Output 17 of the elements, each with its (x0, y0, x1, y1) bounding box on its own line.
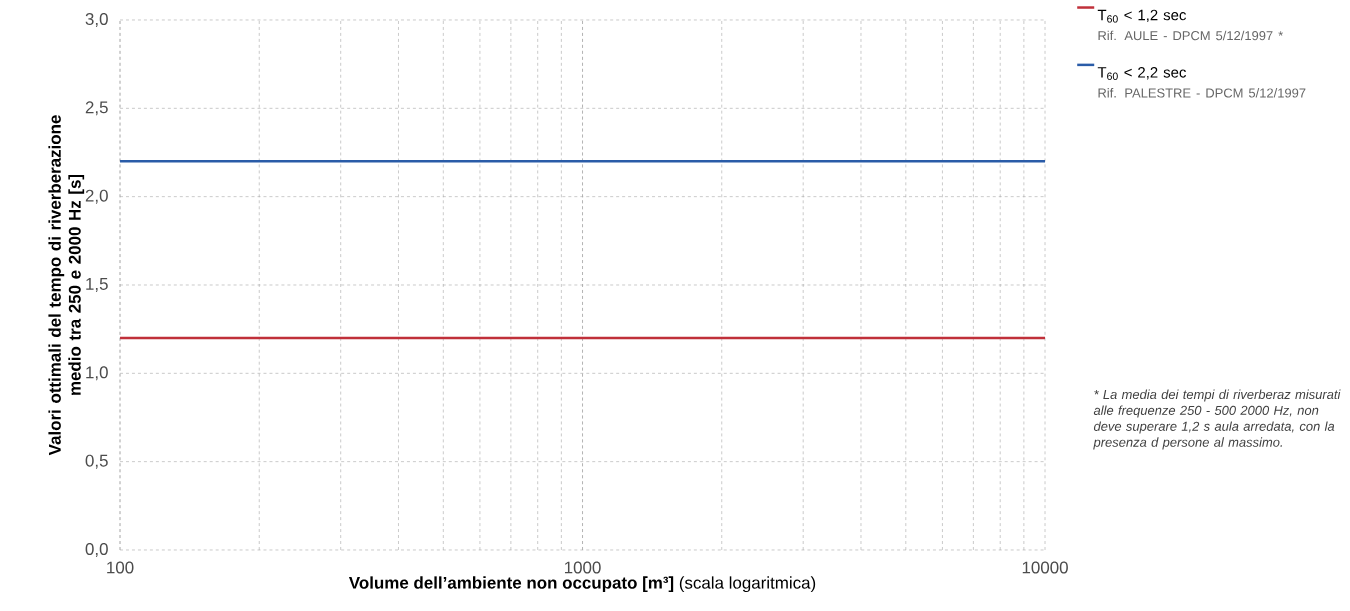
text: Rif. AULE - DPCM 5/12/1997 * (1098, 30, 1283, 41)
y-tick-label: 0,5 (85, 454, 108, 469)
text: Rif. PALESTRE - DPCM 5/12/1997 (1098, 88, 1306, 98)
y-tick-label: 2,5 (85, 101, 108, 116)
legend-label: T$_{60}$ < 1,2 sec (1097, 9, 1187, 23)
y-tick-label: 1,5 (86, 278, 108, 292)
x-tick-label: 1000 (564, 561, 601, 574)
x-axis-title: Volume dell’ambiente non occupato [m³] (scala logaritmica) (348, 576, 816, 593)
legend-label: T$_{60}$ < 2,2 sec (1097, 67, 1187, 80)
y-axis-title: Valori ottimali del tempo di riverberazione medio tra 250 e 2000 Hz [s] (48, 115, 85, 456)
x-tick-label: 10000 (1022, 561, 1068, 574)
y-tick-label: 1,0 (86, 366, 108, 381)
x-tick-label: 100 (107, 561, 134, 574)
y-tick-label: 0,0 (85, 542, 108, 557)
y-tick-label: 2,0 (85, 189, 108, 204)
y-tick-label: 3,0 (85, 12, 108, 27)
text: * La media dei tempi di riverberaz misurati alle frequenze 250 - 500 2000 Hz, non deve superare 1,2 s aula arredata, con la presenza d persone al massimo. (1093, 389, 1341, 450)
